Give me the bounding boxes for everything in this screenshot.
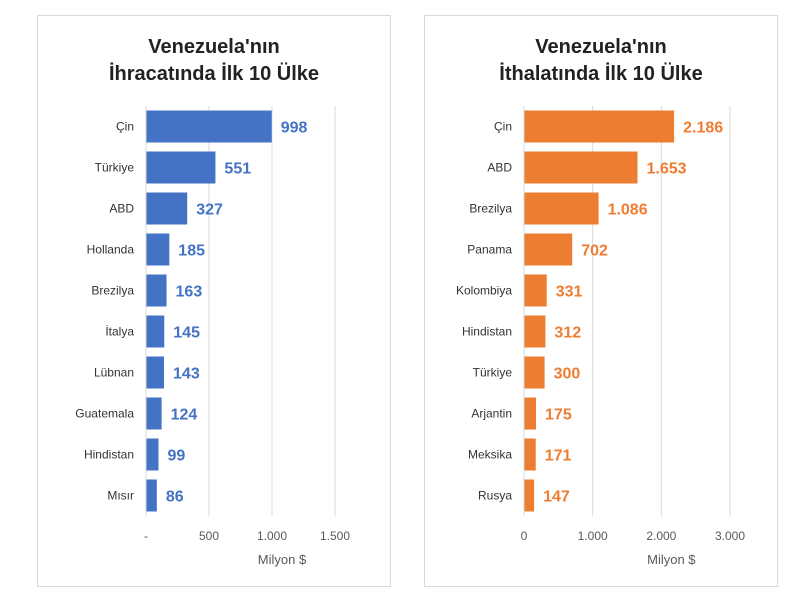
x-tick-label: 500 bbox=[199, 529, 219, 543]
x-tick-label: 3.000 bbox=[715, 529, 745, 543]
category-label: Brezilya bbox=[469, 202, 512, 216]
category-label: Türkiye bbox=[473, 366, 513, 380]
data-label: 998 bbox=[281, 120, 308, 137]
bar bbox=[524, 151, 638, 184]
data-label: 185 bbox=[178, 243, 205, 260]
data-label: 163 bbox=[176, 284, 203, 301]
bar bbox=[146, 151, 216, 184]
category-label: Panama bbox=[467, 243, 512, 257]
x-tick-label: 2.000 bbox=[646, 529, 676, 543]
chart-title: Venezuela'nın bbox=[148, 36, 279, 58]
export-chart-panel: Venezuela'nın İhracatında İlk 10 Ülke - 500… bbox=[37, 15, 391, 587]
data-label: 175 bbox=[545, 407, 572, 424]
import-chart: Venezuela'nın İthalatında İlk 10 Ülke 0 1.0… bbox=[456, 36, 745, 567]
data-label: 551 bbox=[224, 161, 251, 178]
data-label: 702 bbox=[581, 243, 608, 260]
bar bbox=[524, 315, 546, 348]
data-label: 331 bbox=[556, 284, 583, 301]
category-label: Hindistan bbox=[462, 325, 512, 339]
category-label: Lübnan bbox=[94, 366, 134, 380]
data-label: 312 bbox=[554, 325, 581, 342]
chart-title: Venezuela'nın bbox=[535, 36, 666, 58]
bar bbox=[146, 192, 188, 225]
x-axis-label: Milyon $ bbox=[647, 552, 696, 567]
category-label: Türkiye bbox=[95, 161, 135, 175]
x-tick-label: 0 bbox=[521, 529, 528, 543]
x-tick-label: 1.000 bbox=[257, 529, 287, 543]
import-chart-panel: Venezuela'nın İthalatında İlk 10 Ülke 0 1.0… bbox=[424, 15, 778, 587]
category-label: Guatemala bbox=[75, 407, 134, 421]
bar bbox=[524, 479, 535, 512]
category-label: Çin bbox=[494, 120, 512, 134]
bar bbox=[146, 274, 167, 307]
bar bbox=[146, 315, 165, 348]
category-label: Arjantin bbox=[471, 407, 512, 421]
bar bbox=[524, 274, 547, 307]
x-tick-label: 1.000 bbox=[578, 529, 608, 543]
export-chart: Venezuela'nın İhracatında İlk 10 Ülke - 500… bbox=[75, 36, 350, 567]
data-label: 145 bbox=[173, 325, 200, 342]
category-label: Brezilya bbox=[91, 284, 134, 298]
chart-title: İthalatında İlk 10 Ülke bbox=[499, 62, 702, 85]
category-label: Hindistan bbox=[84, 448, 134, 462]
x-axis-label: Milyon $ bbox=[258, 552, 307, 567]
data-label: 1.653 bbox=[647, 161, 687, 178]
bar bbox=[146, 397, 162, 430]
data-label: 143 bbox=[173, 366, 200, 383]
category-label: Mısır bbox=[107, 489, 134, 503]
data-label: 300 bbox=[554, 366, 581, 383]
bar bbox=[146, 356, 165, 389]
category-label: ABD bbox=[109, 202, 134, 216]
category-label: Kolombiya bbox=[456, 284, 512, 298]
data-label: 124 bbox=[171, 407, 198, 424]
category-label: Hollanda bbox=[87, 243, 135, 257]
category-label: ABD bbox=[487, 161, 512, 175]
bar bbox=[524, 110, 675, 143]
data-label: 1.086 bbox=[608, 202, 648, 219]
bar bbox=[146, 438, 159, 471]
x-tick-label: 1.500 bbox=[320, 529, 350, 543]
category-label: İtalya bbox=[105, 325, 134, 339]
data-label: 327 bbox=[196, 202, 223, 219]
category-label: Rusya bbox=[478, 489, 512, 503]
x-tick-label: - bbox=[144, 529, 148, 543]
data-label: 147 bbox=[543, 489, 570, 506]
bar bbox=[524, 192, 599, 225]
bar bbox=[524, 397, 537, 430]
data-label: 86 bbox=[166, 489, 184, 506]
data-label: 2.186 bbox=[683, 120, 723, 137]
bar bbox=[524, 438, 536, 471]
category-label: Meksika bbox=[468, 448, 512, 462]
bar bbox=[146, 479, 157, 512]
data-label: 99 bbox=[167, 448, 185, 465]
bar bbox=[524, 233, 573, 266]
chart-title: İhracatında İlk 10 Ülke bbox=[109, 62, 319, 85]
bar bbox=[524, 356, 545, 389]
data-label: 171 bbox=[545, 448, 572, 465]
category-label: Çin bbox=[116, 120, 134, 134]
bar bbox=[146, 110, 272, 143]
bar bbox=[146, 233, 170, 266]
